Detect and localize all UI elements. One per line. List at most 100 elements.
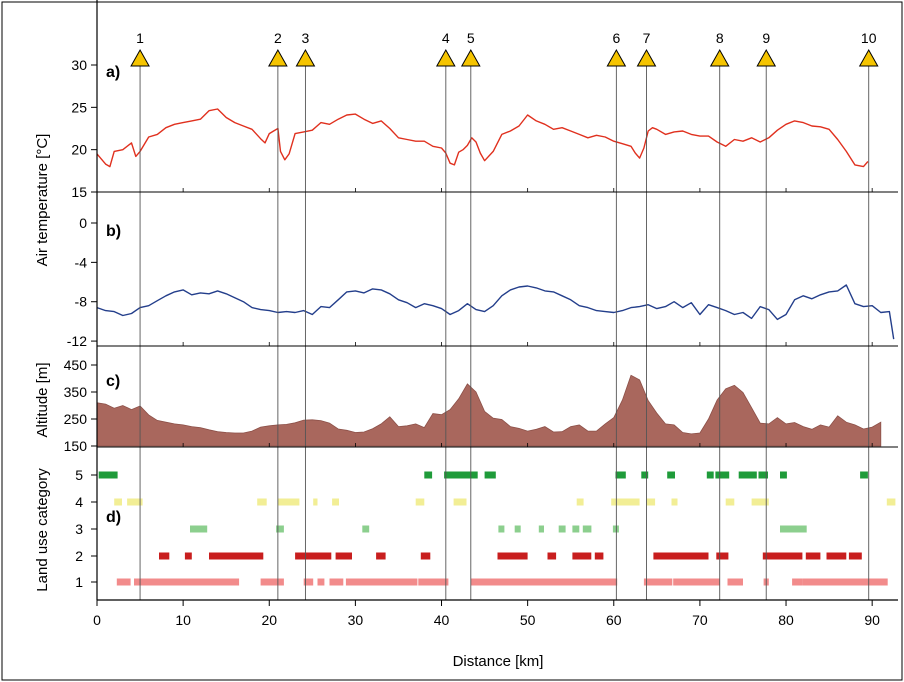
panel-c: c) [96, 373, 882, 447]
land-use-segment-1 [418, 578, 449, 586]
land-use-segment-2 [184, 552, 192, 560]
y-tick-label-a: 20 [71, 142, 87, 158]
land-use-segment-3 [514, 525, 521, 533]
y-tick-label-a: 25 [71, 99, 87, 115]
x-tick-label: 70 [692, 612, 708, 628]
land-use-segment-2 [295, 552, 332, 560]
land-use-segment-1 [134, 578, 240, 586]
land-use-segment-1 [727, 578, 743, 586]
panel-letter-a: a) [106, 64, 120, 81]
x-tick-label: 90 [864, 612, 880, 628]
y-tick-label-b: 0 [79, 215, 87, 231]
land-use-segment-1 [345, 578, 418, 586]
land-use-segment-1 [470, 578, 618, 586]
land-use-segment-4 [415, 498, 425, 506]
land-use-segment-4 [886, 498, 896, 506]
land-use-segment-2 [547, 552, 557, 560]
land-use-segment-3 [190, 525, 208, 533]
land-use-segment-2 [497, 552, 528, 560]
marker-triangle-4 [435, 48, 456, 67]
panel-a: a) [96, 64, 869, 168]
land-use-segment-2 [653, 552, 709, 560]
y-tick-label-a: 15 [71, 184, 87, 200]
x-tick-label: 40 [434, 612, 450, 628]
marker-label-4: 4 [442, 30, 450, 46]
land-use-segment-5 [706, 471, 714, 479]
marker-triangle-6 [606, 48, 627, 67]
marker-label-7: 7 [643, 30, 651, 46]
land-use-segment-4 [257, 498, 267, 506]
marker-label-6: 6 [612, 30, 620, 46]
land-use-segment-4 [646, 498, 656, 506]
land-use-segment-3 [612, 525, 619, 533]
marker-triangles: 1 2 3 4 5 6 7 8 9 10 [130, 30, 879, 67]
land-use-segment-2 [335, 552, 352, 560]
marker-triangle-7 [636, 48, 657, 67]
marker-label-10: 10 [861, 30, 877, 46]
marker-label-1: 1 [136, 30, 144, 46]
altitude-area [96, 374, 882, 447]
marker-label-2: 2 [274, 30, 282, 46]
land-use-segment-4 [611, 498, 640, 506]
land-use-segment-2 [826, 552, 847, 560]
land-use-segment-4 [453, 498, 467, 506]
land-use-segment-3 [538, 525, 544, 533]
y-tick-label-c: 250 [64, 411, 88, 427]
land-use-segment-3 [582, 525, 592, 533]
marker-lines [139, 66, 870, 600]
land-use-segment-4 [332, 498, 339, 506]
y-tick-label-c: 450 [64, 357, 88, 373]
land-use-segment-5 [615, 471, 626, 479]
land-use-segment-4 [576, 498, 584, 506]
marker-label-3: 3 [302, 30, 310, 46]
chart-panels: a) b) c) d) [96, 64, 896, 586]
y-axis-label-a: Air temperature [°C] [34, 134, 51, 267]
land-use-segment-1 [673, 578, 720, 586]
y-tick-label-d: 3 [75, 521, 83, 537]
land-use-segment-1 [329, 578, 344, 586]
land-use-segment-1 [792, 578, 803, 586]
land-use-segment-5 [641, 471, 649, 479]
land-use-segment-3 [780, 525, 807, 533]
land-use-segment-1 [317, 578, 325, 586]
land-use-segment-3 [498, 525, 505, 533]
land-use-segment-2 [376, 552, 386, 560]
x-tick-label: 0 [93, 612, 101, 628]
land-use-segment-4 [127, 498, 143, 506]
x-tick-label: 10 [175, 612, 191, 628]
land-use-segment-3 [276, 525, 284, 533]
land-use-segment-1 [260, 578, 284, 586]
land-use-segment-3 [572, 525, 580, 533]
land-use-segment-2 [594, 552, 604, 560]
marker-triangle-3 [295, 48, 316, 67]
land-use-segment-2 [572, 552, 592, 560]
land-use-segment-4 [114, 498, 122, 506]
marker-label-9: 9 [762, 30, 770, 46]
marker-triangle-5 [460, 48, 481, 67]
panel-letter-d: d) [106, 509, 121, 526]
land-use-segment-4 [313, 498, 318, 506]
land-use-segment-5 [484, 471, 496, 479]
y-tick-label-b: -4 [75, 254, 88, 270]
y-tick-label-c: 150 [64, 438, 88, 454]
land-use-segment-4 [671, 498, 678, 506]
panel-letter-b: b) [106, 223, 121, 240]
series-line-b [96, 284, 895, 340]
land-use-segment-2 [420, 552, 431, 560]
marker-triangle-1 [130, 48, 150, 67]
panel-letter-c: c) [106, 373, 120, 390]
y-tick-label-a: 30 [71, 57, 87, 73]
y-tick-label-d: 4 [75, 494, 83, 510]
land-use-segment-5 [424, 471, 433, 479]
y-tick-label-b: -12 [67, 333, 87, 349]
land-use-segment-4 [725, 498, 735, 506]
land-use-segment-3 [362, 525, 370, 533]
x-tick-label: 50 [520, 612, 536, 628]
land-use-segment-5 [667, 471, 675, 479]
panel-b: b) [96, 223, 895, 340]
panel-d: d) [98, 471, 896, 586]
land-use-segment-5 [860, 471, 868, 479]
land-use-segment-2 [848, 552, 862, 560]
